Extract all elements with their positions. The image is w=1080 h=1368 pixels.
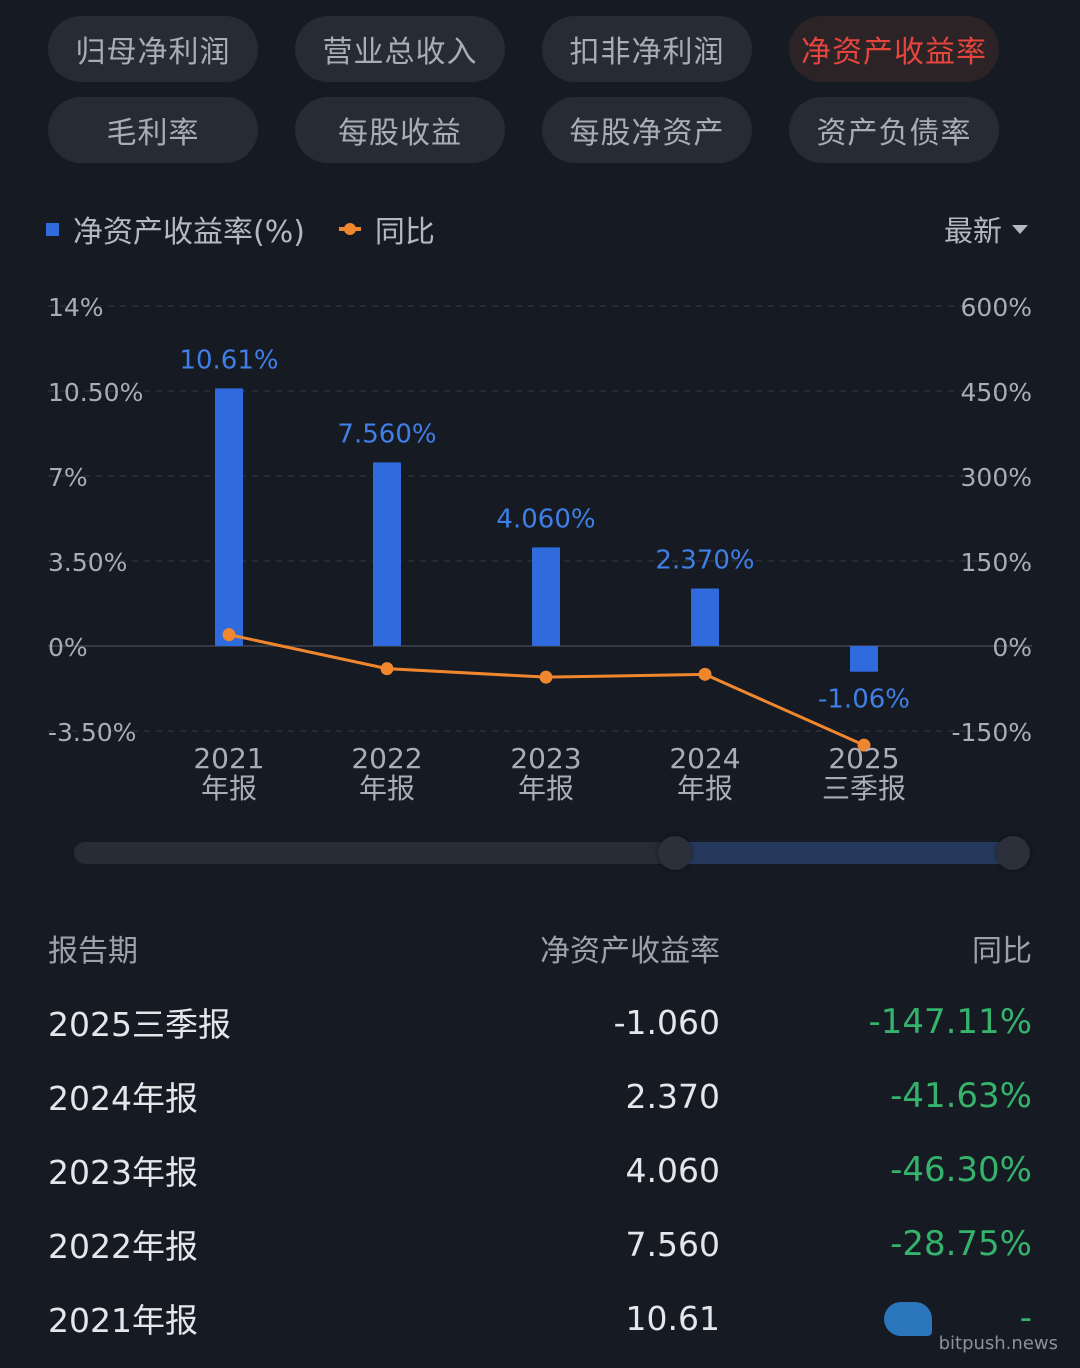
x-tick-period: 年报 — [518, 772, 574, 805]
x-tick-period: 年报 — [359, 772, 415, 805]
left-axis-tick-label: 3.50% — [48, 548, 127, 577]
row-period: 2025三季报 — [48, 1005, 231, 1044]
table-header: 报告期 净资产收益率 同比 — [48, 925, 1032, 971]
bar — [850, 646, 878, 672]
row-yoy: -41.63% — [890, 1076, 1032, 1116]
yoy-point — [857, 738, 871, 752]
left-axis-tick-label: 0% — [48, 633, 88, 662]
tab-parent-net-profit[interactable]: 归母净利润 — [48, 16, 258, 82]
row-period: 2022年报 — [48, 1227, 198, 1266]
right-axis-tick-label: -150% — [952, 718, 1033, 747]
x-tick-period: 年报 — [677, 772, 733, 805]
row-yoy: - — [1019, 1298, 1032, 1338]
yoy-point — [698, 667, 712, 681]
table-row[interactable]: 2022年报 7.560 -28.75% — [48, 1216, 1032, 1272]
bar-value-label: 4.060% — [496, 504, 595, 534]
left-axis-tick-label: -3.50% — [48, 718, 136, 747]
right-axis-tick-label: 450% — [961, 378, 1032, 407]
range-slider-selection[interactable] — [676, 842, 1014, 864]
right-axis-tick-label: 300% — [961, 463, 1032, 492]
row-yoy: -46.30% — [890, 1150, 1032, 1190]
x-tick-period: 三季报 — [822, 772, 906, 805]
bar — [691, 588, 719, 646]
bar — [532, 547, 560, 646]
x-tick-year: 2023 — [510, 742, 581, 775]
bar — [373, 462, 401, 646]
x-tick-period: 年报 — [201, 772, 257, 805]
tab-gross-margin[interactable]: 毛利率 — [48, 97, 258, 163]
header-yoy: 同比 — [972, 934, 1032, 969]
sort-label: 最新 — [943, 214, 1002, 248]
tab-total-revenue[interactable]: 营业总收入 — [295, 16, 505, 82]
yoy-line — [228, 633, 865, 747]
bar-value-label: -1.06% — [818, 685, 910, 715]
legend-label-roe[interactable]: 净资产收益率(%) — [73, 215, 305, 250]
row-roe: 2.370 — [625, 1076, 720, 1116]
x-tick-year: 2021 — [193, 742, 264, 775]
row-yoy: -147.11% — [868, 1002, 1032, 1042]
row-yoy: -28.75% — [890, 1224, 1032, 1264]
x-tick-year: 2025 — [828, 742, 899, 775]
row-period: 2021年报 — [48, 1301, 198, 1340]
right-axis-tick-label: 600% — [961, 293, 1032, 322]
table-row[interactable]: 2023年报 4.060 -46.30% — [48, 1142, 1032, 1198]
bar-value-label: 7.560% — [337, 419, 436, 449]
table-row[interactable]: 2021年报 10.61 - — [48, 1290, 1032, 1346]
header-roe: 净资产收益率 — [540, 934, 720, 969]
x-tick-year: 2024 — [669, 742, 740, 775]
yoy-point — [380, 662, 394, 676]
line-legend-swatch — [338, 223, 361, 235]
bar — [215, 388, 243, 646]
sort-dropdown[interactable]: 最新 — [944, 206, 1028, 252]
table-row[interactable]: 2024年报 2.370 -41.63% — [48, 1068, 1032, 1124]
tab-deducted-net-profit[interactable]: 扣非净利润 — [542, 16, 752, 82]
row-roe: 10.61 — [625, 1298, 720, 1338]
bar-value-label: 2.370% — [655, 545, 754, 575]
right-axis-tick-label: 150% — [961, 548, 1032, 577]
tab-debt-ratio[interactable]: 资产负债率 — [789, 97, 999, 163]
header-period: 报告期 — [48, 934, 138, 969]
row-period: 2023年报 — [48, 1153, 198, 1192]
watermark-bird-icon — [884, 1302, 932, 1336]
legend-label-yoy[interactable]: 同比 — [374, 215, 435, 250]
watermark-text: bitpush.news — [938, 1333, 1058, 1354]
roe-chart: 14% 600% 10.50% 450% 7% 300% 3.50% 150% 0% 0% -3.5… — [48, 293, 1033, 805]
yoy-point — [222, 628, 236, 642]
row-roe: 7.560 — [625, 1224, 720, 1264]
chevron-down-icon — [1012, 224, 1028, 234]
bar-legend-swatch — [46, 222, 59, 236]
row-roe: 4.060 — [625, 1150, 720, 1190]
left-axis-tick-label: 10.50% — [48, 378, 143, 407]
range-slider-left-handle[interactable] — [658, 836, 692, 870]
range-slider-right-handle[interactable] — [996, 836, 1030, 870]
left-axis-tick-label: 14% — [48, 293, 104, 322]
yoy-point — [539, 670, 553, 684]
left-axis-tick-label: 7% — [48, 463, 88, 492]
tab-eps[interactable]: 每股收益 — [295, 97, 505, 163]
row-period: 2024年报 — [48, 1079, 198, 1118]
row-roe: -1.060 — [613, 1002, 720, 1042]
bar-value-label: 10.61% — [179, 345, 278, 375]
tab-roe[interactable]: 净资产收益率 — [789, 16, 999, 82]
x-tick-year: 2022 — [351, 742, 422, 775]
chart-legend: 净资产收益率(%) 同比 — [46, 206, 435, 252]
right-axis-tick-label: 0% — [992, 633, 1032, 662]
tab-bvps[interactable]: 每股净资产 — [542, 97, 752, 163]
table-row[interactable]: 2025三季报 -1.060 -147.11% — [48, 994, 1032, 1050]
